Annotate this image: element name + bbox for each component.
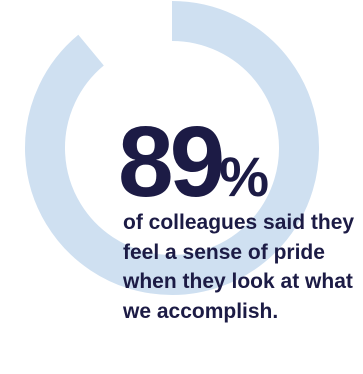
stat-number: 89 (118, 106, 225, 218)
stat-value: 89% (118, 112, 269, 212)
stat-percent-sign: % (219, 145, 270, 208)
stat-caption: of colleagues said they feel a sense of … (123, 211, 355, 323)
progress-ring-arc (25, 1, 319, 295)
